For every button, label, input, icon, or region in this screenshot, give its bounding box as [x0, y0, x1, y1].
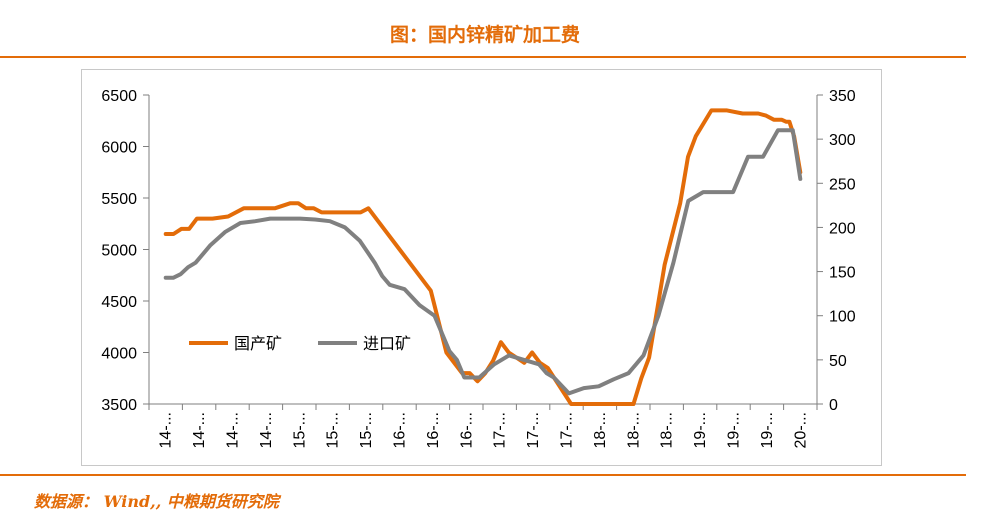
- x-tick-label: 14-...: [191, 412, 208, 448]
- x-tick-label: 17-...: [492, 412, 509, 448]
- x-tick-label: 14-...: [225, 412, 242, 448]
- x-tick-label: 18-...: [625, 412, 642, 448]
- right-tick-label: 250: [829, 176, 856, 193]
- x-tick-label: 19-...: [759, 412, 776, 448]
- right-tick-label: 200: [829, 220, 856, 237]
- x-tick-label: 15-...: [358, 412, 375, 448]
- top-divider: [0, 56, 966, 58]
- x-tick-label: 14-...: [158, 412, 175, 448]
- series-line-domestic: [163, 108, 803, 406]
- left-tick-label: 4000: [101, 346, 137, 363]
- x-tick-label: 18-...: [592, 412, 609, 448]
- legend-label-imported: 进口矿: [363, 334, 411, 353]
- x-tick-label: 17-...: [559, 412, 576, 448]
- x-tick-label: 16-...: [392, 412, 409, 448]
- x-tick-label: 16-...: [458, 412, 475, 448]
- right-tick-label: 150: [829, 265, 856, 282]
- bottom-divider: [0, 474, 966, 476]
- x-tick-label: 17-...: [525, 412, 542, 448]
- x-tick-label: 16-...: [425, 412, 442, 448]
- source-note: 数据源： Wind,, 中粮期货研究院: [34, 492, 279, 511]
- x-tick-label: 19-...: [726, 412, 743, 448]
- chart-title: 图：国内锌精矿加工费: [389, 24, 580, 46]
- x-tick-label: 15-...: [291, 412, 308, 448]
- x-tick-label: 14-...: [258, 412, 275, 448]
- right-tick-label: 100: [829, 309, 856, 326]
- left-tick-label: 4500: [101, 294, 137, 311]
- chart-frame: 3500 4000 4500 5000 5500 6000 6500 0 50 100 150 200…: [81, 69, 882, 466]
- left-tick-label: 6000: [101, 140, 137, 157]
- x-tick-label: 18-...: [659, 412, 676, 448]
- left-tick-label: 6500: [101, 88, 137, 105]
- legend-label-domestic: 国产矿: [234, 334, 282, 353]
- series-line-imported: [163, 128, 803, 396]
- left-tick-label: 3500: [101, 397, 137, 414]
- left-tick-label: 5000: [101, 243, 137, 260]
- x-tick-label: 15-...: [325, 412, 342, 448]
- right-tick-label: 50: [829, 353, 847, 370]
- line-chart: 3500 4000 4500 5000 5500 6000 6500 0 50 100 150 200…: [101, 88, 856, 448]
- x-tick-label: 20-...: [792, 412, 809, 448]
- right-tick-label: 300: [829, 132, 856, 149]
- right-tick-label: 350: [829, 88, 856, 105]
- x-tick-label: 19-...: [692, 412, 709, 448]
- left-tick-label: 5500: [101, 191, 137, 208]
- right-tick-label: 0: [829, 397, 838, 414]
